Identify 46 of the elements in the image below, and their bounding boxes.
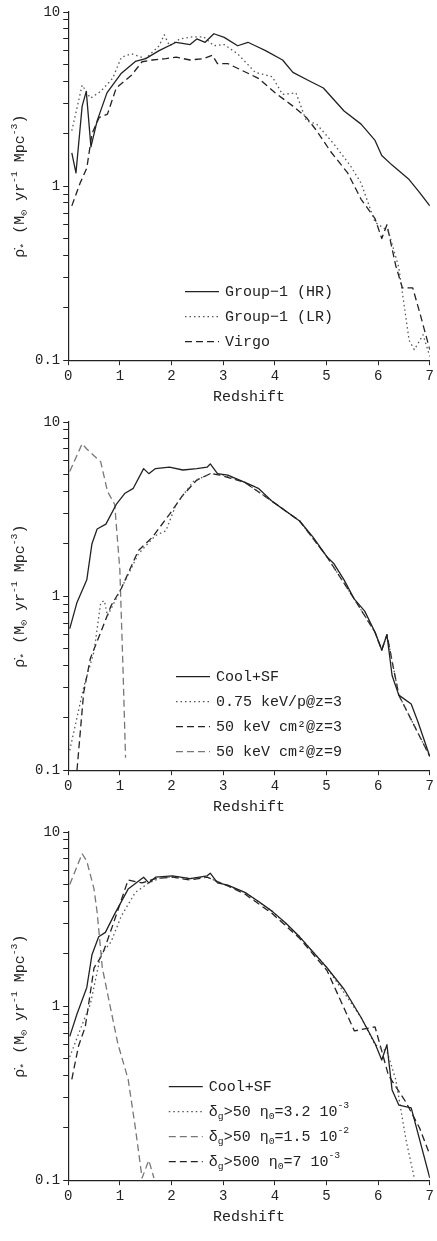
x-tick-label: 0: [64, 778, 73, 795]
x-tick-label: 5: [322, 368, 331, 385]
x-tick-label: 1: [115, 778, 125, 795]
y-tick-label: 10: [43, 413, 61, 430]
x-axis-title: Redshift: [212, 798, 286, 816]
legend-label: Cool+SF: [215, 668, 280, 686]
y-tick-label: 10: [43, 823, 61, 840]
x-tick-label: 2: [167, 368, 176, 385]
y-tick-label: 0.1: [34, 351, 61, 368]
x-tick-label: 4: [270, 778, 280, 795]
legend-label: Group−1 (HR): [224, 283, 334, 301]
x-tick-label: 6: [373, 368, 383, 385]
x-tick-label: 1: [115, 1188, 125, 1205]
x-tick-label: 3: [218, 778, 228, 795]
x-tick-label: 0: [64, 368, 73, 385]
x-tick-label: 4: [270, 1188, 280, 1205]
x-tick-label: 2: [167, 778, 176, 795]
y-tick-label: 0.1: [34, 761, 61, 778]
x-tick-label: 3: [218, 1188, 228, 1205]
legend-label: Cool+SF: [208, 1078, 272, 1096]
x-tick-label: 3: [218, 368, 228, 385]
x-tick-label: 5: [322, 1188, 331, 1205]
x-tick-label: 5: [322, 778, 331, 795]
x-tick-label: 6: [373, 1188, 383, 1205]
legend-label: Virgo: [224, 333, 271, 351]
x-tick-label: 7: [425, 778, 434, 795]
x-tick-label: 7: [425, 368, 434, 385]
legend-label: Group−1 (LR): [224, 308, 334, 326]
legend-label: 50 keV cm²@z=3: [215, 718, 343, 736]
line-series: [69, 443, 127, 759]
x-tick-label: 7: [425, 1188, 434, 1205]
y-tick-label: 1: [51, 177, 61, 194]
x-axis-title: Redshift: [212, 388, 286, 406]
x-tick-label: 4: [270, 368, 280, 385]
x-tick-label: 2: [167, 1188, 176, 1205]
x-tick-label: 1: [115, 368, 125, 385]
x-tick-label: 0: [64, 1188, 73, 1205]
x-tick-label: 6: [373, 778, 383, 795]
line-series: [69, 853, 155, 1179]
y-tick-label: 10: [43, 3, 61, 20]
legend-label: 0.75 keV/p@z=3: [215, 693, 343, 711]
x-axis-title: Redshift: [212, 1208, 286, 1226]
y-tick-label: 0.1: [34, 1171, 61, 1188]
legend-label: 50 keV cm²@z=9: [215, 743, 343, 761]
y-tick-label: 1: [51, 587, 61, 604]
y-tick-label: 1: [51, 997, 61, 1014]
